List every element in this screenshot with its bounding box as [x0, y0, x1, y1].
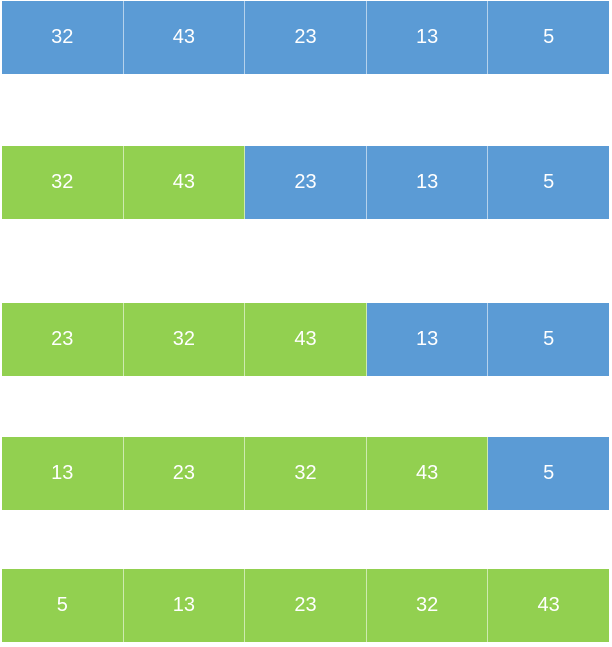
array-cell: 43 — [488, 569, 609, 642]
array-cell: 5 — [2, 569, 124, 642]
array-cell: 13 — [2, 437, 124, 510]
array-cell: 5 — [488, 303, 609, 376]
array-cell: 23 — [245, 569, 367, 642]
array-cell: 32 — [2, 146, 124, 219]
array-row-step-3: 23 32 43 13 5 — [2, 303, 609, 376]
array-cell: 23 — [245, 146, 367, 219]
array-cell: 43 — [245, 303, 367, 376]
array-cell: 13 — [123, 569, 246, 642]
array-cell: 13 — [366, 303, 489, 376]
array-row-step-4: 13 23 32 43 5 — [2, 437, 609, 510]
array-cell: 23 — [245, 1, 367, 74]
array-cell: 32 — [366, 569, 489, 642]
array-cell: 13 — [366, 146, 489, 219]
array-row-step-5: 5 13 23 32 43 — [2, 569, 609, 642]
array-cell: 32 — [245, 437, 367, 510]
array-cell: 5 — [488, 1, 609, 74]
array-cell: 32 — [123, 303, 246, 376]
array-cell: 23 — [2, 303, 124, 376]
array-cell: 43 — [366, 437, 489, 510]
array-cell: 32 — [2, 1, 124, 74]
array-row-step-1: 32 43 23 13 5 — [2, 1, 609, 74]
array-cell: 13 — [366, 1, 489, 74]
array-cell: 43 — [123, 1, 246, 74]
array-cell: 5 — [488, 437, 609, 510]
array-cell: 5 — [488, 146, 609, 219]
array-cell: 23 — [123, 437, 246, 510]
array-row-step-2: 32 43 23 13 5 — [2, 146, 609, 219]
array-cell: 43 — [123, 146, 246, 219]
